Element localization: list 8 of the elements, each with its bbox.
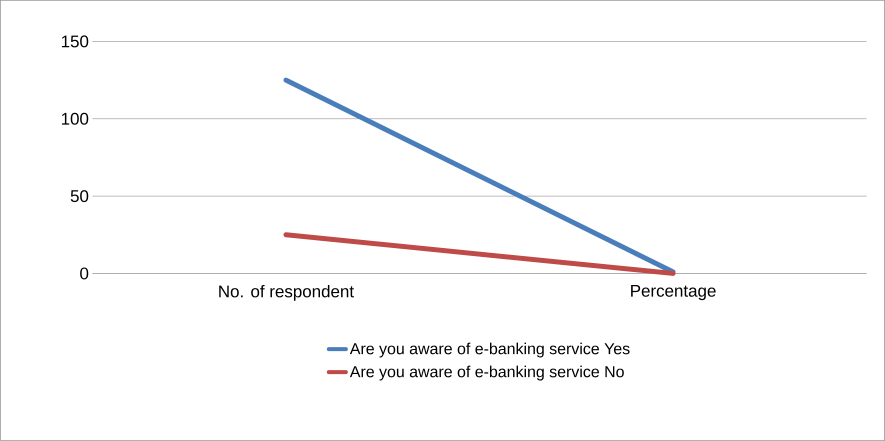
legend-label: Are you aware of e-banking service No <box>350 366 624 381</box>
x-tick-label: No. of respondent <box>219 285 354 301</box>
y-tick-label: 50 <box>70 190 88 202</box>
y-tick-label: 100 <box>62 112 88 125</box>
y-tick-label: 0 <box>80 268 88 280</box>
y-tick-label: 150 <box>62 35 88 48</box>
x-tick-label: Percentage <box>631 285 716 300</box>
legend-label: Are you aware of e-banking service Yes <box>350 342 630 358</box>
